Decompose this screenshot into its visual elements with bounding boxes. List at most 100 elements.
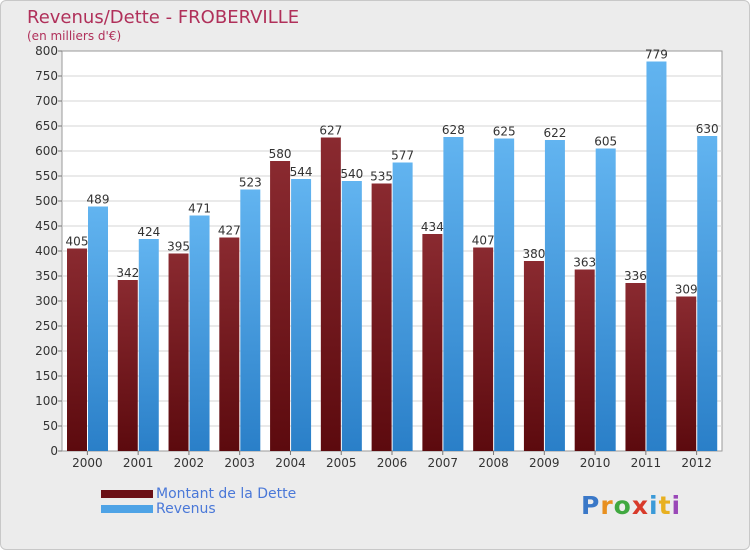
y-tick-label: 550 — [35, 169, 58, 183]
data-label-revenue: 577 — [391, 149, 414, 163]
bar-debt — [523, 261, 544, 451]
y-tick-label: 50 — [43, 419, 58, 433]
axes: 0 50 100 150 200 250 300 350 400 450 500 550 600 650 7… — [35, 44, 712, 470]
data-label-debt: 627 — [319, 124, 342, 138]
x-tick-label: 2003 — [224, 456, 255, 470]
bar-revenue — [341, 181, 362, 451]
x-tick-label: 2005 — [326, 456, 357, 470]
data-label-revenue: 625 — [493, 125, 516, 139]
data-label-debt: 434 — [421, 220, 444, 234]
data-label-debt: 363 — [573, 256, 596, 270]
bar-debt — [371, 183, 392, 451]
data-label-revenue: 622 — [543, 126, 566, 140]
bar-debt — [67, 248, 87, 451]
x-tick-label: 2008 — [478, 456, 509, 470]
data-label-debt: 580 — [269, 147, 292, 161]
bar-revenue — [291, 179, 312, 451]
data-labels: 405 489 342 424 395 471 427 523 580 544 627 540 535 5… — [66, 48, 719, 297]
y-tick-label: 350 — [35, 269, 58, 283]
legend-label-debt: Montant de la Dette — [156, 486, 297, 502]
y-tick-label: 750 — [35, 69, 58, 83]
bar-revenue — [646, 61, 667, 451]
legend-label-revenue: Revenus — [156, 501, 216, 517]
bar-revenue — [443, 137, 464, 451]
data-label-debt: 395 — [167, 240, 190, 254]
bar-debt — [676, 296, 697, 451]
logo-letter: r — [600, 491, 614, 520]
bar-revenue — [392, 162, 413, 451]
y-tick-label: 200 — [35, 344, 58, 358]
data-label-debt: 407 — [472, 234, 495, 248]
logo-letter: i — [649, 491, 659, 520]
bar-debt — [625, 283, 646, 451]
bar-debt — [219, 237, 240, 451]
data-label-debt: 342 — [116, 266, 139, 280]
bar-revenue — [595, 148, 616, 451]
x-tick-label: 2004 — [275, 456, 306, 470]
bar-debt — [117, 280, 138, 451]
bars — [67, 61, 718, 451]
y-tick-label: 300 — [35, 294, 58, 308]
data-label-revenue: 779 — [645, 48, 668, 62]
legend-swatch-revenue — [101, 505, 153, 513]
data-label-debt: 309 — [675, 283, 698, 297]
y-tick-label: 100 — [35, 394, 58, 408]
bar-revenue — [697, 136, 718, 451]
data-label-revenue: 540 — [340, 167, 363, 181]
data-label-revenue: 523 — [239, 176, 262, 190]
bar-debt — [574, 269, 595, 451]
x-tick-label: 2010 — [580, 456, 611, 470]
x-tick-label: 2012 — [681, 456, 712, 470]
bar-debt — [320, 137, 341, 451]
y-tick-label: 800 — [35, 44, 58, 58]
y-tick-label: 250 — [35, 319, 58, 333]
bar-debt — [422, 234, 443, 451]
x-tick-label: 2007 — [427, 456, 458, 470]
data-label-revenue: 544 — [290, 165, 313, 179]
y-tick-label: 0 — [50, 444, 58, 458]
data-label-revenue: 471 — [188, 202, 211, 216]
legend-swatch-debt — [101, 490, 153, 498]
data-label-debt: 535 — [370, 170, 393, 184]
bar-revenue — [240, 189, 261, 451]
bar-debt — [270, 161, 291, 451]
data-label-debt: 427 — [218, 224, 241, 238]
y-tick-label: 500 — [35, 194, 58, 208]
data-label-debt: 405 — [66, 235, 89, 249]
data-label-revenue: 628 — [442, 123, 465, 137]
y-tick-label: 650 — [35, 119, 58, 133]
proxiti-logo: Proxiti — [581, 491, 681, 520]
y-tick-label: 400 — [35, 244, 58, 258]
x-tick-label: 2011 — [631, 456, 662, 470]
y-tick-label: 600 — [35, 144, 58, 158]
logo-letter: t — [658, 491, 672, 520]
data-label-revenue: 489 — [87, 193, 110, 207]
x-tick-label: 2006 — [377, 456, 408, 470]
bar-revenue — [138, 239, 159, 451]
data-label-revenue: 630 — [696, 122, 719, 136]
y-tick-label: 450 — [35, 219, 58, 233]
logo-letter: x — [631, 491, 649, 520]
logo-letter: P — [581, 491, 601, 520]
chart-subtitle: (en milliers d'€) — [27, 29, 122, 43]
data-label-revenue: 605 — [594, 135, 617, 149]
chart-title: Revenus/Dette - FROBERVILLE — [27, 7, 300, 28]
bar-revenue — [544, 140, 565, 451]
data-label-debt: 336 — [624, 269, 647, 283]
data-label-revenue: 424 — [137, 225, 160, 239]
bar-debt — [168, 253, 189, 451]
data-label-debt: 380 — [522, 247, 545, 261]
y-tick-label: 700 — [35, 94, 58, 108]
x-tick-label: 2000 — [72, 456, 103, 470]
x-tick-label: 2001 — [123, 456, 154, 470]
logo-letter: i — [671, 491, 682, 520]
bar-revenue — [494, 138, 515, 451]
bar-debt — [473, 247, 494, 451]
x-tick-label: 2002 — [174, 456, 205, 470]
y-tick-label: 150 — [35, 369, 58, 383]
bar-revenue — [189, 215, 210, 451]
logo-letter: o — [613, 491, 632, 520]
bar-revenue — [88, 206, 108, 451]
